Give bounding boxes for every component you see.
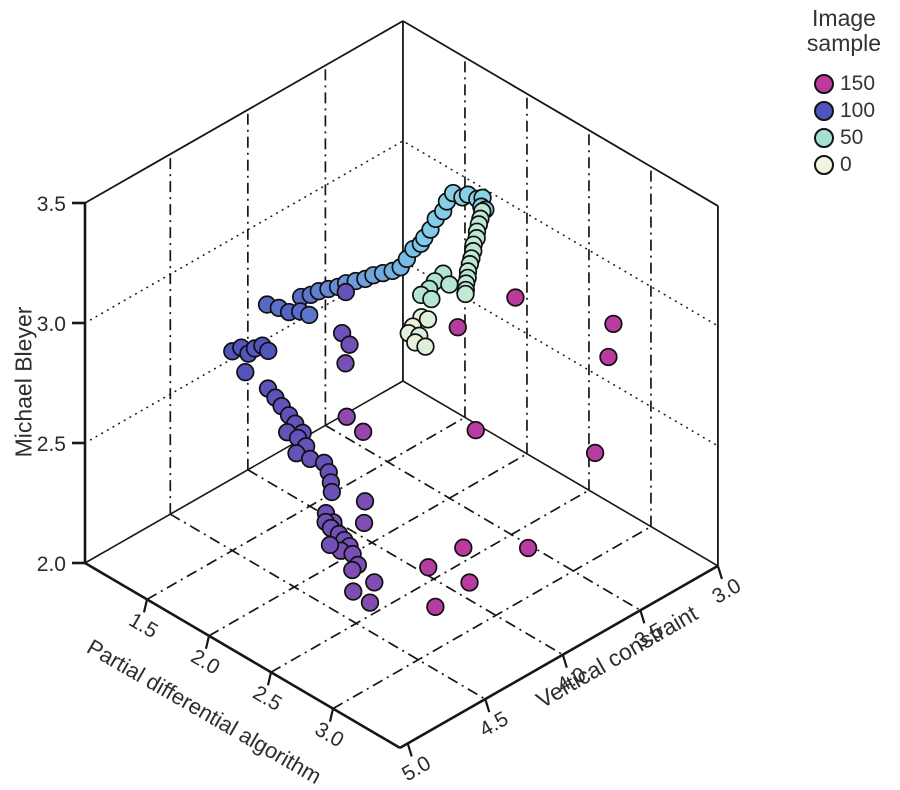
x-tick-label: 2.0	[187, 645, 224, 680]
data-point	[466, 421, 485, 440]
y-axis-tick	[406, 743, 413, 757]
z-tick-label: 3.0	[37, 313, 66, 336]
data-point	[585, 443, 605, 463]
legend-item: 0	[814, 152, 900, 179]
legend-swatch	[814, 74, 834, 95]
data-point	[320, 535, 340, 555]
floor-gridline-y	[169, 513, 486, 700]
legend-title: Image sample	[806, 5, 882, 57]
y-axis-tick	[484, 698, 491, 713]
legend-item: 150	[814, 71, 900, 98]
data-point	[355, 492, 375, 511]
data-point	[336, 282, 355, 302]
x-tick-label: 2.5	[249, 681, 286, 716]
x-axis-tick	[204, 635, 211, 650]
data-point	[354, 422, 373, 441]
legend-item-label: 0	[840, 153, 852, 177]
legend-item-label: 100	[840, 99, 876, 123]
data-point	[259, 341, 278, 361]
data-point	[236, 363, 255, 382]
legend-item-label: 50	[840, 126, 864, 150]
floor-edge-back-left	[84, 380, 404, 564]
floor-gridline-y	[247, 469, 564, 656]
floor-gridline-x	[332, 525, 652, 710]
data-point	[354, 513, 374, 533]
legend-swatch	[814, 101, 834, 122]
data-point	[340, 335, 359, 354]
data-point	[422, 289, 441, 309]
data-point	[322, 482, 341, 502]
data-point	[418, 310, 438, 329]
x-axis-line	[84, 561, 401, 750]
x-tick-label: 3.0	[311, 718, 348, 753]
legend-items: 150 100 50 0	[814, 71, 900, 179]
x-axis-tick	[328, 708, 335, 722]
y-tick-label: 4.5	[476, 707, 513, 742]
data-point	[300, 305, 319, 325]
data-point	[344, 582, 363, 601]
top-edge-right	[402, 20, 719, 207]
wall-z-gridline	[84, 140, 719, 327]
data-point	[419, 558, 438, 577]
top-edge-left	[84, 20, 404, 204]
x-axis-tick	[142, 599, 149, 613]
data-point	[365, 573, 384, 592]
legend-item-label: 150	[840, 72, 876, 96]
data-point	[456, 284, 475, 304]
legend-item: 100	[814, 98, 900, 125]
data-point	[337, 407, 356, 426]
data-point	[448, 318, 467, 337]
data-point	[454, 538, 473, 557]
y-tick-label: 5.0	[398, 752, 435, 787]
legend: Image sample 150 100 50 0	[788, 5, 900, 179]
z-axis-title: Michael Bleyer	[10, 306, 37, 458]
legend-swatch	[814, 128, 834, 149]
data-point	[506, 288, 525, 307]
y-axis-tick	[561, 654, 568, 669]
floor-gridline-x	[146, 416, 466, 601]
data-point	[336, 354, 355, 373]
data-point	[343, 560, 362, 580]
floor-gridline-x	[208, 453, 528, 637]
data-point	[604, 314, 623, 334]
y-axis-tick	[716, 565, 723, 580]
z-tick-label: 3.5	[37, 193, 66, 216]
legend-item: 50	[814, 125, 900, 152]
data-point	[599, 347, 618, 367]
data-point	[416, 337, 435, 356]
floor-gridline-x	[270, 489, 590, 673]
z-tick-label: 2.5	[37, 433, 66, 456]
legend-swatch	[814, 155, 834, 176]
wall-z-gridline	[84, 260, 719, 447]
y-tick-label: 3.0	[708, 574, 745, 609]
data-point	[440, 275, 459, 294]
data-point	[360, 593, 380, 612]
data-point	[426, 597, 445, 617]
data-point	[460, 573, 479, 592]
y-axis-tick	[639, 609, 646, 624]
data-point	[518, 538, 538, 558]
z-tick-label: 2.0	[37, 553, 66, 576]
x-axis-tick	[266, 671, 273, 686]
y-axis-line	[399, 564, 719, 750]
floor-edge-back-right	[402, 380, 719, 567]
floor-gridline-y	[324, 424, 641, 612]
x-tick-label: 1.5	[125, 609, 162, 644]
